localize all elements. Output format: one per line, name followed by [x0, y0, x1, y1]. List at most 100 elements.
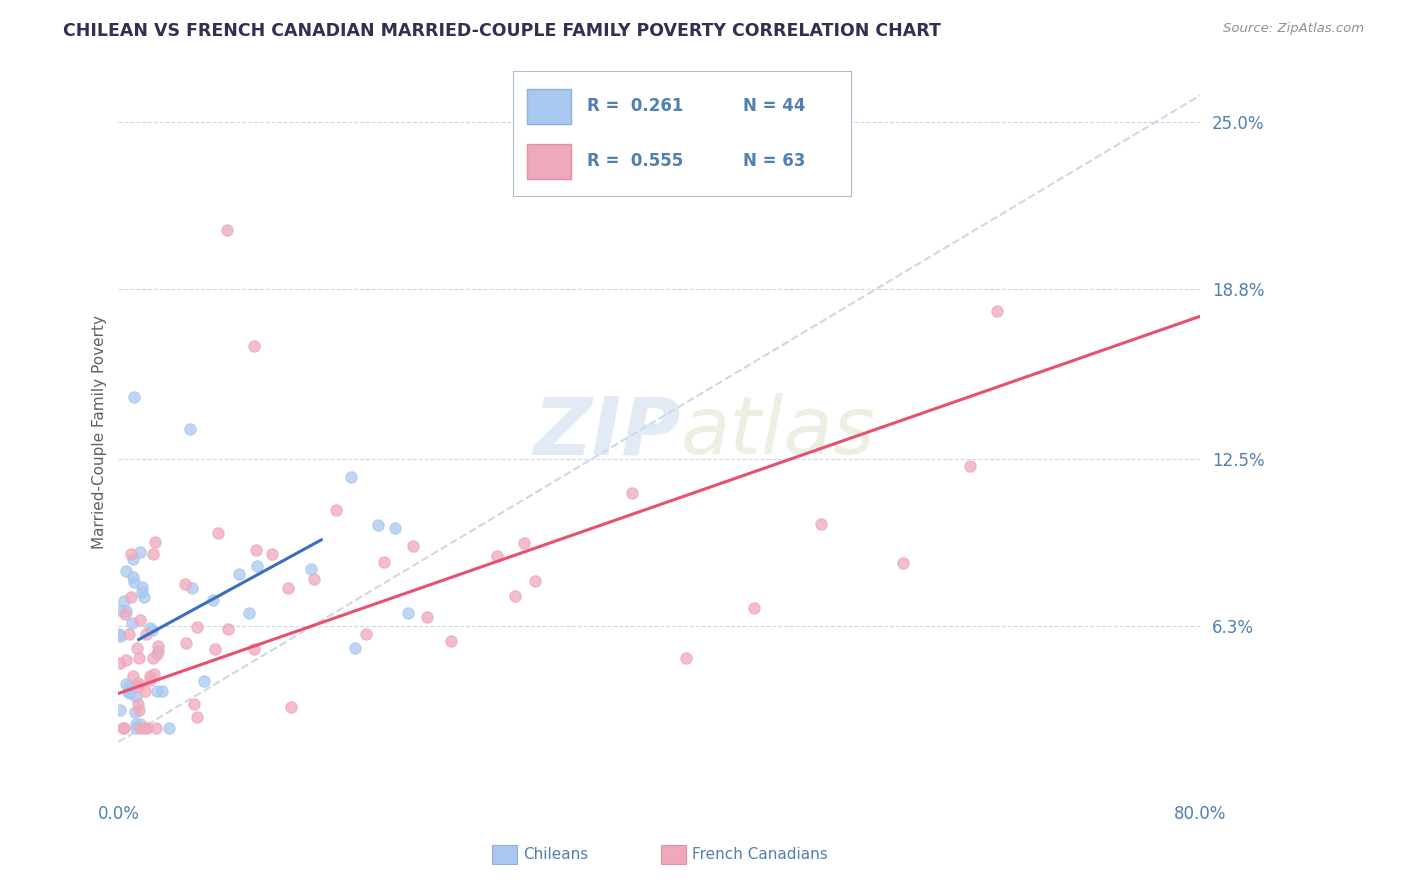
Point [173, 577, 195, 591]
Point [118, 686, 141, 700]
Point [146, 684, 169, 698]
Point [128, 614, 150, 628]
Point [384, 520, 406, 534]
Point [127, 679, 149, 693]
Point [302, 572, 325, 586]
Point [354, 627, 377, 641]
Point [112, 722, 135, 736]
Point [179, 422, 201, 436]
Point [128, 703, 150, 717]
Point [128, 545, 150, 559]
Point [129, 722, 152, 736]
Point [486, 549, 509, 564]
Point [115, 565, 138, 579]
Point [122, 575, 145, 590]
Point [136, 722, 159, 736]
Point [134, 722, 156, 736]
FancyBboxPatch shape [527, 89, 571, 124]
Point [115, 677, 138, 691]
Point [810, 517, 832, 532]
Point [115, 604, 138, 618]
Point [131, 580, 153, 594]
Point [176, 636, 198, 650]
Y-axis label: Married-Couple Family Poverty: Married-Couple Family Poverty [93, 315, 107, 549]
Point [228, 567, 250, 582]
Point [204, 642, 226, 657]
Text: N = 44: N = 44 [742, 97, 806, 115]
Point [142, 651, 165, 665]
Point [207, 525, 229, 540]
Point [132, 590, 155, 604]
Point [118, 627, 141, 641]
Point [112, 722, 135, 736]
Point [118, 679, 141, 693]
Point [401, 539, 423, 553]
Point [277, 581, 299, 595]
Point [125, 641, 148, 656]
Point [125, 690, 148, 704]
Point [243, 642, 266, 657]
Text: Chileans: Chileans [523, 847, 588, 862]
Point [124, 705, 146, 719]
Point [217, 622, 239, 636]
Point [242, 339, 264, 353]
Point [621, 486, 644, 500]
Point [141, 623, 163, 637]
Point [280, 699, 302, 714]
Point [238, 606, 260, 620]
Point [139, 673, 162, 688]
Point [121, 615, 143, 630]
Point [440, 634, 463, 648]
Point [157, 722, 180, 736]
Point [146, 648, 169, 662]
Point [128, 716, 150, 731]
Point [127, 676, 149, 690]
Point [742, 601, 765, 615]
Point [891, 556, 914, 570]
Point [143, 667, 166, 681]
Point [108, 656, 131, 670]
Text: French Canadians: French Canadians [692, 847, 828, 862]
Point [131, 584, 153, 599]
Point [146, 640, 169, 654]
Point [120, 590, 142, 604]
Point [120, 547, 142, 561]
Point [260, 547, 283, 561]
Text: Source: ZipAtlas.com: Source: ZipAtlas.com [1223, 22, 1364, 36]
Point [201, 593, 224, 607]
Point [513, 535, 536, 549]
Point [146, 644, 169, 658]
Point [150, 684, 173, 698]
Point [128, 650, 150, 665]
Point [366, 518, 388, 533]
Point [117, 685, 139, 699]
Point [373, 555, 395, 569]
Point [145, 722, 167, 736]
Point [186, 710, 208, 724]
Point [186, 620, 208, 634]
FancyBboxPatch shape [527, 144, 571, 178]
Text: atlas: atlas [681, 393, 876, 471]
Point [505, 589, 527, 603]
Point [108, 703, 131, 717]
Point [325, 503, 347, 517]
Point [340, 470, 363, 484]
Point [986, 304, 1008, 318]
Point [142, 547, 165, 561]
Point [115, 653, 138, 667]
Point [108, 627, 131, 641]
Point [398, 607, 420, 621]
Point [135, 626, 157, 640]
Text: CHILEAN VS FRENCH CANADIAN MARRIED-COUPLE FAMILY POVERTY CORRELATION CHART: CHILEAN VS FRENCH CANADIAN MARRIED-COUPL… [63, 22, 941, 40]
Point [134, 684, 156, 698]
Point [215, 223, 238, 237]
Point [959, 458, 981, 473]
Point [675, 651, 697, 665]
Point [183, 697, 205, 711]
Point [112, 594, 135, 608]
Point [524, 574, 547, 588]
Text: R =  0.261: R = 0.261 [588, 97, 683, 115]
Point [122, 669, 145, 683]
Point [125, 722, 148, 736]
Point [180, 581, 202, 595]
